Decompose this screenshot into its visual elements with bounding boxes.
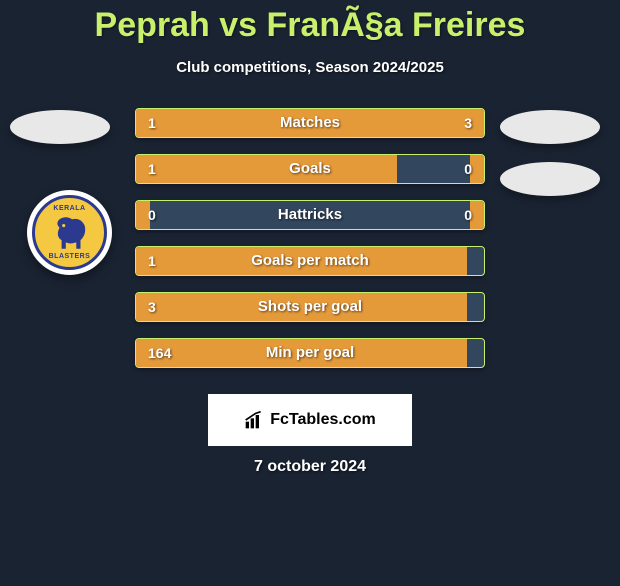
comparison-bars: Matches13Goals10Hattricks00Goals per mat… [135, 108, 485, 384]
bar-value-left: 3 [148, 293, 156, 321]
elephant-icon [49, 213, 91, 255]
bar-value-left: 164 [148, 339, 171, 367]
bar-value-right: 0 [464, 201, 472, 229]
club-badge: KERALA BLASTERS [27, 190, 112, 275]
bar-value-left: 1 [148, 109, 156, 137]
club-badge-inner: KERALA BLASTERS [32, 195, 107, 270]
bar-value-right: 0 [464, 155, 472, 183]
bar-row: Goals1 0 [135, 154, 485, 184]
bar-row: Matches1 3 [135, 108, 485, 138]
bar-row: Min per goal164 [135, 338, 485, 368]
player2-badge-bottom [500, 162, 600, 196]
bar-value-left: 1 [148, 247, 156, 275]
page-subtitle: Club competitions, Season 2024/2025 [0, 59, 620, 76]
brand-chart-icon [244, 410, 264, 430]
bar-label: Goals per match [136, 247, 484, 275]
bar-label: Hattricks [136, 201, 484, 229]
page-title: Peprah vs FranÃ§a Freires [0, 6, 620, 45]
bar-value-left: 0 [148, 201, 156, 229]
bar-label: Goals [136, 155, 484, 183]
bar-label: Matches [136, 109, 484, 137]
club-badge-top-text: KERALA [35, 205, 104, 212]
footer-brand-box: FcTables.com [208, 394, 412, 446]
footer-brand-text: FcTables.com [270, 411, 376, 429]
bar-label: Min per goal [136, 339, 484, 367]
club-badge-bottom-text: BLASTERS [35, 253, 104, 260]
bar-label: Shots per goal [136, 293, 484, 321]
bar-value-left: 1 [148, 155, 156, 183]
bar-value-right: 3 [464, 109, 472, 137]
bar-row: Goals per match1 [135, 246, 485, 276]
player2-badge-top [500, 110, 600, 144]
player1-badge-top [10, 110, 110, 144]
bar-row: Shots per goal3 [135, 292, 485, 322]
date-text: 7 october 2024 [0, 458, 620, 476]
bar-row: Hattricks0 0 [135, 200, 485, 230]
